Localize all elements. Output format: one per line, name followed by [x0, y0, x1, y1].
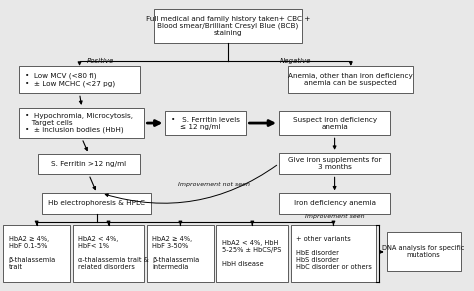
Text: •   S. Ferritin levels
    ≤ 12 ng/ml: • S. Ferritin levels ≤ 12 ng/ml [171, 117, 240, 129]
FancyBboxPatch shape [73, 225, 145, 282]
Text: Full medical and family history taken+ CBC +
Blood smear/Brilliant Cresyl Blue (: Full medical and family history taken+ C… [146, 16, 310, 36]
Text: Improvement seen: Improvement seen [305, 214, 365, 219]
FancyBboxPatch shape [288, 66, 413, 93]
Text: S. Ferritin >12 ng/ml: S. Ferritin >12 ng/ml [51, 161, 127, 167]
FancyBboxPatch shape [279, 193, 390, 214]
Text: Positive: Positive [87, 58, 114, 64]
FancyBboxPatch shape [154, 9, 302, 43]
FancyBboxPatch shape [165, 111, 246, 135]
FancyBboxPatch shape [43, 193, 151, 214]
FancyBboxPatch shape [216, 225, 288, 282]
Text: Negative: Negative [280, 58, 311, 64]
Text: Suspect iron deficiency
anemia: Suspect iron deficiency anemia [292, 117, 377, 129]
FancyBboxPatch shape [279, 153, 390, 175]
FancyBboxPatch shape [19, 66, 140, 93]
FancyBboxPatch shape [3, 225, 70, 282]
FancyBboxPatch shape [19, 108, 145, 138]
Text: HbA2 < 4%,
HbF< 1%

α-thalassemia trait &
related disorders: HbA2 < 4%, HbF< 1% α-thalassemia trait &… [78, 236, 149, 270]
Text: HbA2 ≥ 4%,
HbF 3-50%

β-thalassemia
intermedia: HbA2 ≥ 4%, HbF 3-50% β-thalassemia inter… [152, 236, 200, 270]
FancyBboxPatch shape [291, 225, 376, 282]
Text: + other variants

HbE disorder
HbS disorder
HbC disorder or others: + other variants HbE disorder HbS disord… [296, 236, 372, 270]
FancyBboxPatch shape [38, 154, 140, 175]
FancyBboxPatch shape [386, 233, 461, 272]
FancyBboxPatch shape [279, 111, 390, 135]
Text: •  Hypochromia, Microcytosis,
   Target cells
•  ± inclusion bodies (HbH): • Hypochromia, Microcytosis, Target cell… [25, 113, 133, 133]
Text: Improvement not seen: Improvement not seen [178, 182, 250, 187]
Text: Give iron supplements for
3 months: Give iron supplements for 3 months [288, 157, 382, 170]
Text: Anemia, other than iron deficiency
anemia can be suspected: Anemia, other than iron deficiency anemi… [289, 73, 413, 86]
Text: •  Low MCV (<80 fl)
•  ± Low MCHC (<27 pg): • Low MCV (<80 fl) • ± Low MCHC (<27 pg) [25, 73, 115, 87]
Text: HbA2 ≥ 4%,
HbF 0.1-5%

β-thalassemia
trait: HbA2 ≥ 4%, HbF 0.1-5% β-thalassemia trai… [9, 236, 56, 270]
Text: DNA analysis for specific
mutations: DNA analysis for specific mutations [383, 245, 465, 258]
FancyBboxPatch shape [147, 225, 214, 282]
Text: HbA2 < 4%, HbH
5-25% ± HbCS/PS

HbH disease: HbA2 < 4%, HbH 5-25% ± HbCS/PS HbH disea… [222, 240, 281, 267]
Text: Hb electrophoresis & HPLC: Hb electrophoresis & HPLC [48, 200, 146, 206]
Text: Iron deficiency anemia: Iron deficiency anemia [293, 200, 375, 206]
